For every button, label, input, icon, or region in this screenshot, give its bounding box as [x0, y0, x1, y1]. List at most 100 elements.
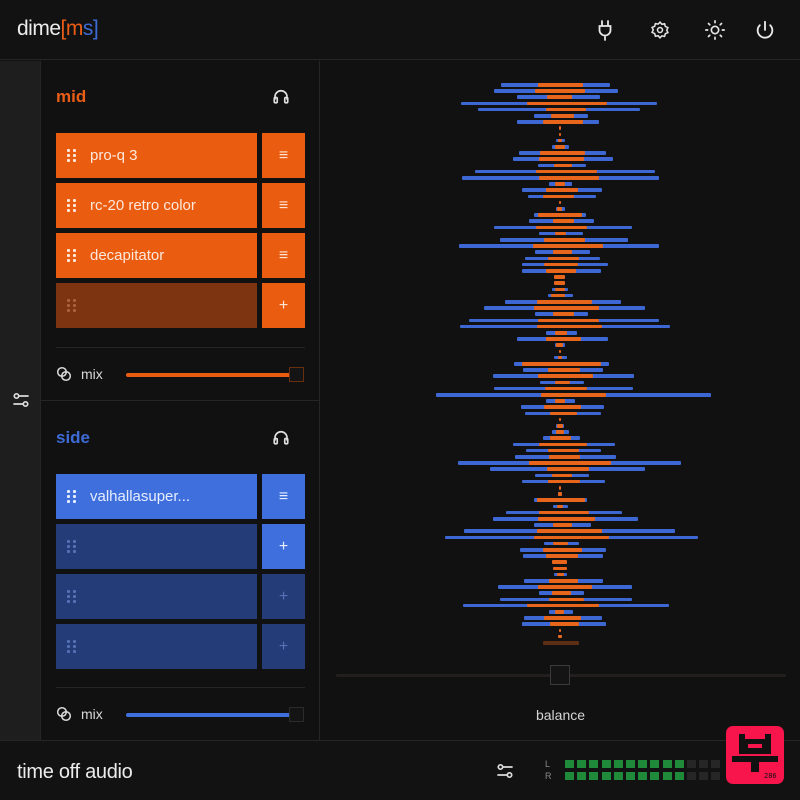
mid-bar	[552, 473, 572, 478]
mid-bar	[546, 269, 576, 273]
plugin-slot[interactable]: valhallasuper...	[56, 474, 257, 519]
empty-plugin-slot[interactable]	[56, 524, 257, 569]
meter-left-label: L	[545, 759, 551, 769]
mid-bar	[555, 380, 570, 385]
mid-bar	[537, 529, 602, 533]
drag-handle-icon[interactable]	[67, 149, 77, 162]
headphones-icon	[273, 89, 289, 104]
mid-slot-1: pro-q 3 ≡	[56, 133, 305, 178]
mix-icon	[56, 706, 72, 722]
mid-bar	[555, 145, 565, 149]
drag-handle-icon[interactable]	[67, 490, 77, 503]
add-plugin-button[interactable]: +	[262, 574, 305, 619]
footer-settings-button[interactable]	[496, 762, 514, 785]
plugin-menu-button[interactable]: ≡	[262, 133, 305, 178]
power-button[interactable]	[753, 18, 777, 42]
settings-button[interactable]	[648, 18, 672, 42]
mid-bar	[555, 182, 565, 186]
meter-segment	[589, 760, 599, 768]
add-plugin-button[interactable]: +	[262, 283, 305, 328]
side-rail[interactable]	[0, 61, 41, 740]
sliders-icon	[13, 392, 29, 408]
meter-segment	[589, 772, 599, 780]
plugin-menu-button[interactable]: ≡	[262, 183, 305, 228]
drag-handle-icon[interactable]	[67, 640, 77, 653]
mid-bar	[550, 436, 571, 440]
plugin-slot[interactable]: rc-20 retro color	[56, 183, 257, 228]
meter-segment	[711, 760, 721, 768]
drag-handle-icon[interactable]	[67, 199, 77, 212]
mid-mix-control: mix	[56, 365, 305, 385]
meter-segment	[565, 772, 574, 780]
drag-handle-icon[interactable]	[67, 249, 77, 262]
empty-plugin-slot[interactable]	[56, 283, 257, 328]
drag-handle-icon[interactable]	[67, 590, 77, 603]
side-mix-slider[interactable]	[126, 713, 296, 717]
watermark-badge: 286	[726, 726, 784, 784]
add-plugin-button[interactable]: +	[262, 624, 305, 669]
mid-bar	[547, 95, 572, 99]
mid-bar	[550, 411, 577, 416]
mid-bar	[550, 622, 579, 626]
mid-mix-slider-thumb[interactable]	[289, 367, 304, 382]
plugin-menu-button[interactable]: ≡	[262, 474, 305, 519]
mid-bar	[536, 169, 597, 174]
meter-right-label: R	[545, 771, 552, 781]
mid-bar	[533, 244, 603, 248]
power-icon	[756, 20, 774, 39]
mid-mix-slider[interactable]	[126, 373, 296, 377]
side-mix-slider-thumb[interactable]	[289, 707, 304, 722]
app-logo: dime[ms]	[17, 17, 99, 41]
mid-bar	[553, 566, 567, 571]
mid-bar	[538, 374, 593, 378]
mid-bar	[559, 349, 561, 354]
plugin-menu-button[interactable]: ≡	[262, 233, 305, 278]
meter-segment	[699, 760, 709, 768]
mid-bar	[558, 492, 562, 496]
rail-settings-button[interactable]	[12, 391, 30, 414]
meter-right-channel: R	[545, 771, 723, 781]
divider	[56, 347, 305, 348]
mid-bar	[537, 300, 592, 304]
mid-bar	[546, 107, 586, 112]
empty-plugin-slot[interactable]	[56, 574, 257, 619]
mid-bar	[554, 163, 572, 168]
sun-icon	[705, 20, 725, 40]
plugin-slot[interactable]: pro-q 3	[56, 133, 257, 178]
drag-handle-icon[interactable]	[67, 540, 77, 553]
mid-slot-3: decapitator ≡	[56, 233, 305, 278]
drag-handle-icon[interactable]	[67, 299, 77, 312]
side-slot-3: +	[56, 574, 305, 619]
logo-bracket-close: ]	[92, 17, 99, 40]
theme-button[interactable]	[703, 18, 727, 42]
empty-plugin-slot[interactable]	[56, 624, 257, 669]
meter-segment	[625, 772, 635, 780]
chain-panel: mid pro-q 3 ≡ rc-20 retro color ≡ decapi…	[41, 61, 320, 740]
mid-bar	[555, 231, 566, 236]
mid-bar	[557, 424, 563, 428]
mid-bar	[559, 132, 561, 137]
mid-bar	[557, 207, 562, 211]
mid-bar	[539, 157, 584, 161]
mid-bar	[553, 219, 574, 223]
mid-bar	[537, 324, 602, 329]
sliders-icon	[497, 763, 513, 779]
meter-segment	[674, 772, 684, 780]
side-title: side	[56, 428, 91, 447]
mid-bar	[549, 455, 580, 459]
plugin-button[interactable]	[593, 18, 617, 42]
mid-solo-button[interactable]	[272, 87, 290, 110]
side-solo-button[interactable]	[272, 428, 290, 451]
mid-bar	[556, 430, 564, 434]
mid-bar	[546, 554, 578, 558]
meter-segment	[699, 772, 709, 780]
side-slot-1: valhallasuper... ≡	[56, 474, 305, 519]
mid-bar	[548, 479, 580, 484]
meter-segment	[638, 760, 648, 768]
mid-bar	[535, 89, 585, 93]
mid-bar	[545, 386, 587, 391]
balance-slider-thumb[interactable]	[550, 665, 570, 685]
plugin-slot[interactable]: decapitator	[56, 233, 257, 278]
add-plugin-button[interactable]: +	[262, 524, 305, 569]
meter-segment	[601, 760, 611, 768]
